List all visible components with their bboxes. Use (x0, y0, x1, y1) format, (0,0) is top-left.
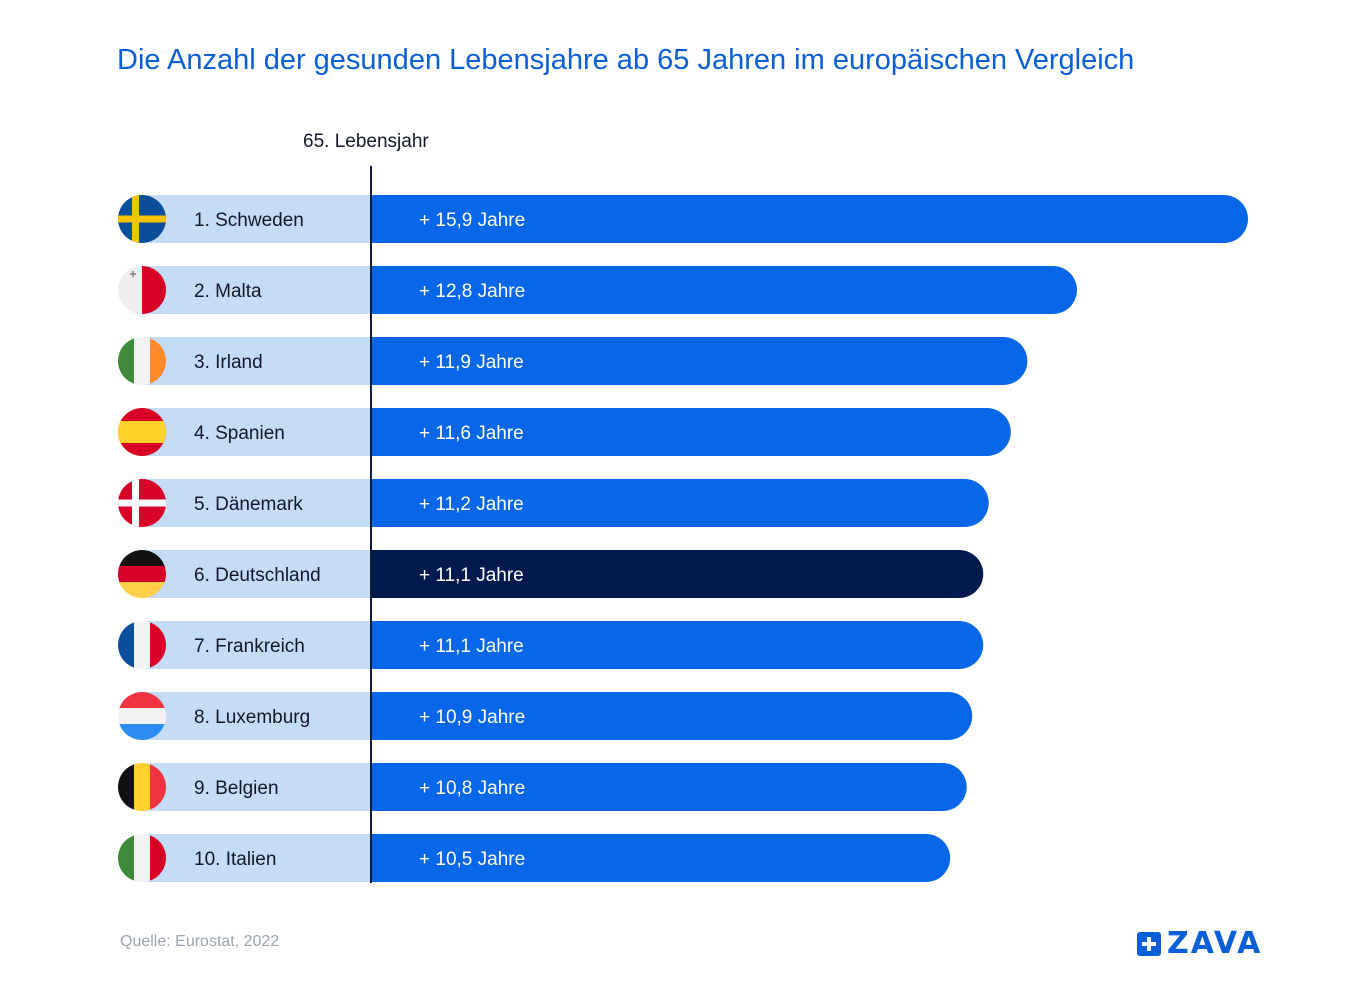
luxembourg-flag-icon (118, 692, 166, 740)
italy-flag-icon (118, 834, 166, 882)
value-label: + 11,2 Jahre (419, 494, 524, 515)
germany-flag-icon (118, 550, 166, 598)
value-label: + 10,5 Jahre (419, 849, 525, 870)
value-label: + 11,1 Jahre (419, 565, 524, 586)
source-note: Quelle: Eurostat, 2022 (120, 933, 280, 950)
category-label: 9. Belgien (194, 778, 279, 799)
bar-row: 1. Schweden + 15,9 Jahre (118, 195, 1248, 243)
label-background (142, 692, 371, 740)
category-label: 4. Spanien (194, 423, 285, 444)
zava-logo: ZAVA (1137, 926, 1262, 961)
axis-marker-label: 65. Lebensjahr (303, 131, 429, 152)
ireland-flag-icon (118, 337, 166, 385)
label-background (142, 550, 371, 598)
label-background (142, 195, 371, 243)
value-label: + 11,6 Jahre (419, 423, 524, 444)
malta-flag-icon (118, 266, 166, 314)
bar-row: 2. Malta + 12,8 Jahre (118, 266, 1078, 314)
bar-row: 7. Frankreich + 11,1 Jahre (118, 621, 984, 669)
bar-row: 9. Belgien + 10,8 Jahre (118, 763, 967, 811)
category-label: 7. Frankreich (194, 636, 305, 657)
value-label: + 11,9 Jahre (419, 352, 524, 373)
bar (371, 479, 989, 527)
label-background (142, 479, 371, 527)
bar (371, 834, 951, 882)
label-background (142, 621, 371, 669)
brand-name: ZAVA (1167, 926, 1263, 961)
value-label: + 10,9 Jahre (419, 707, 525, 728)
bar (371, 195, 1248, 243)
category-label: 2. Malta (194, 281, 262, 302)
label-background (142, 834, 371, 882)
bar (371, 621, 984, 669)
bar (371, 550, 984, 598)
label-background (142, 337, 371, 385)
bar-row: 10. Italien + 10,5 Jahre (118, 834, 951, 882)
france-flag-icon (118, 621, 166, 669)
label-background (142, 408, 371, 456)
category-label: 3. Irland (194, 352, 263, 373)
bar (371, 266, 1078, 314)
bar (371, 763, 967, 811)
category-label: 8. Luxemburg (194, 707, 310, 728)
bar-row: 4. Spanien + 11,6 Jahre (118, 408, 1011, 456)
bar-row: 5. Dänemark + 11,2 Jahre (118, 479, 989, 527)
bar-row: 8. Luxemburg + 10,9 Jahre (118, 692, 973, 740)
category-label: 1. Schweden (194, 210, 304, 231)
sweden-flag-icon (118, 195, 166, 243)
category-label: 6. Deutschland (194, 565, 321, 586)
bar (371, 408, 1011, 456)
label-background (142, 763, 371, 811)
value-label: + 11,1 Jahre (419, 636, 524, 657)
bar (371, 692, 973, 740)
denmark-flag-icon (118, 479, 166, 527)
zava-cross-icon (1137, 931, 1161, 956)
value-label: + 15,9 Jahre (419, 210, 525, 231)
bar-row: 6. Deutschland + 11,1 Jahre (118, 550, 984, 598)
value-label: + 12,8 Jahre (419, 281, 525, 302)
category-label: 10. Italien (194, 849, 276, 870)
bar (371, 337, 1028, 385)
value-label: + 10,8 Jahre (419, 778, 525, 799)
label-background (142, 266, 371, 314)
chart-title: Die Anzahl der gesunden Lebensjahre ab 6… (117, 44, 1135, 76)
belgium-flag-icon (118, 763, 166, 811)
category-label: 5. Dänemark (194, 494, 303, 515)
spain-flag-icon (118, 408, 166, 456)
bar-row: 3. Irland + 11,9 Jahre (118, 337, 1028, 385)
